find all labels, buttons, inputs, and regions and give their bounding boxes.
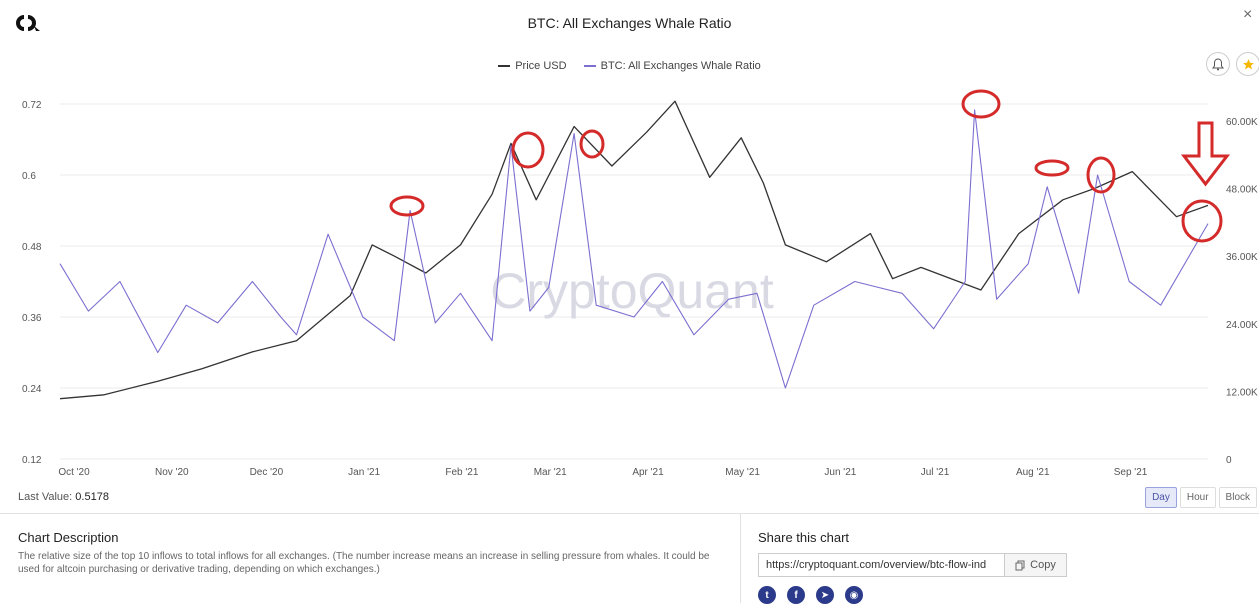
period-day-button[interactable]: Day [1145, 487, 1177, 508]
x-tick-label: Jun '21 [824, 467, 856, 478]
last-value: Last Value: 0.5178 [18, 491, 109, 503]
period-block-button[interactable]: Block [1218, 487, 1257, 508]
annotation-circle [511, 131, 545, 169]
chart-info-panel: Chart Description The relative size of t… [0, 513, 1259, 604]
y-right-tick-label: 48.00K [1226, 185, 1258, 196]
favorite-button[interactable] [1236, 52, 1259, 76]
annotation-circle [579, 129, 605, 159]
facebook-icon[interactable]: f [787, 586, 805, 604]
chart-title: BTC: All Exchanges Whale Ratio [527, 15, 732, 31]
share-url-text[interactable]: https://cryptoquant.com/overview/btc-flo… [766, 559, 987, 571]
y-right-tick-label: 36.00K [1226, 252, 1258, 263]
y-right-tick-label: 0 [1226, 455, 1232, 466]
copy-button[interactable]: Copy [1004, 554, 1066, 576]
divider [740, 514, 741, 603]
y-left-tick-label: 0.36 [22, 313, 42, 324]
annotation-circle [1034, 159, 1070, 177]
x-tick-label: Sep '21 [1114, 467, 1148, 478]
x-tick-label: Dec '20 [250, 467, 284, 478]
bell-button[interactable] [1206, 52, 1230, 76]
x-tick-label: Jul '21 [921, 467, 950, 478]
period-hour-button[interactable]: Hour [1179, 487, 1216, 508]
description-title: Chart Description [18, 530, 119, 545]
annotation-arrow [1180, 121, 1231, 187]
cryptoquant-logo [16, 15, 40, 31]
x-tick-label: Aug '21 [1016, 467, 1050, 478]
chart-description: Chart Description The relative size of t… [18, 530, 718, 576]
y-left-tick-label: 0.6 [22, 171, 36, 182]
annotation-circle [1086, 156, 1116, 194]
camera-icon[interactable]: ◉ [845, 586, 863, 604]
watermark: CryptoQuant [490, 263, 774, 319]
y-right-tick-label: 12.00K [1226, 387, 1258, 398]
bell-icon [1212, 57, 1224, 70]
x-tick-label: Nov '20 [155, 467, 189, 478]
x-tick-label: Apr '21 [632, 467, 664, 478]
share-title: Share this chart [758, 530, 850, 545]
period-selector: Day Hour Block [1145, 487, 1257, 508]
annotation-circle [961, 89, 1001, 119]
y-right-tick-label: 24.00K [1226, 320, 1258, 331]
twitter-icon[interactable]: t [758, 586, 776, 604]
chart-legend: Price USD BTC: All Exchanges Whale Ratio [0, 58, 1259, 72]
share-section: Share this chart https://cryptoquant.com… [758, 530, 1067, 604]
y-left-tick-label: 0.12 [22, 455, 42, 466]
legend-item-whale-ratio[interactable]: BTC: All Exchanges Whale Ratio [583, 60, 761, 72]
description-text: The relative size of the top 10 inflows … [18, 551, 710, 575]
whale-ratio-line [59, 109, 1209, 389]
x-tick-label: Mar '21 [534, 467, 567, 478]
annotation-circle [389, 195, 425, 217]
legend-item-price[interactable]: Price USD [498, 60, 567, 72]
annotation-circle [1181, 199, 1223, 243]
whale-ratio-chart: CryptoQuant 0.12 0.24 0.36 0.48 0.6 0.72 0 12.0… [22, 89, 1258, 478]
x-tick-label: Feb '21 [445, 467, 478, 478]
x-tick-label: May '21 [725, 467, 760, 478]
close-icon[interactable]: × [1243, 6, 1253, 23]
share-url-field[interactable]: https://cryptoquant.com/overview/btc-flo… [758, 553, 1067, 577]
y-right-tick-label: 60.00K [1226, 117, 1258, 128]
y-left-tick-label: 0.24 [22, 384, 42, 395]
price-line [59, 100, 1209, 400]
social-buttons: t f ➤ ◉ [758, 586, 863, 604]
x-tick-label: Oct '20 [58, 467, 90, 478]
y-left-tick-label: 0.48 [22, 242, 42, 253]
star-icon [1242, 58, 1254, 69]
x-tick-label: Jan '21 [348, 467, 380, 478]
y-left-tick-label: 0.72 [22, 100, 42, 111]
telegram-icon[interactable]: ➤ [816, 586, 834, 604]
copy-icon [1015, 560, 1025, 570]
